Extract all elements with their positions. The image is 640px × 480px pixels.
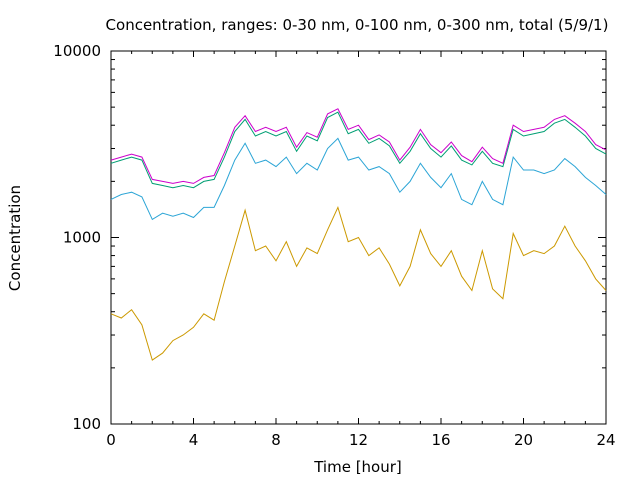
y-axis: 100 1000 10000 [53, 42, 606, 433]
x-tick-label: 16 [431, 431, 450, 449]
y-tick-label: 100 [72, 415, 101, 433]
x-axis: 0 4 8 12 16 20 24 [106, 51, 616, 449]
series-line-3 [110, 111, 607, 189]
x-tick-label: 20 [514, 431, 533, 449]
x-tick-label: 0 [106, 431, 116, 449]
series-layer [110, 108, 607, 361]
series-line-2 [110, 137, 607, 221]
x-tick-label: 8 [271, 431, 281, 449]
x-tick-label: 4 [189, 431, 199, 449]
series-line-4 [110, 108, 607, 184]
chart-title: Concentration, ranges: 0-30 nm, 0-100 nm… [106, 16, 609, 34]
x-axis-label: Time [hour] [313, 458, 402, 476]
x-tick-label: 24 [596, 431, 615, 449]
x-tick-label: 12 [349, 431, 368, 449]
series-line-1 [110, 205, 607, 361]
y-axis-label: Concentration [6, 185, 24, 291]
y-tick-label: 10000 [53, 42, 101, 60]
y-tick-label: 1000 [63, 229, 101, 247]
